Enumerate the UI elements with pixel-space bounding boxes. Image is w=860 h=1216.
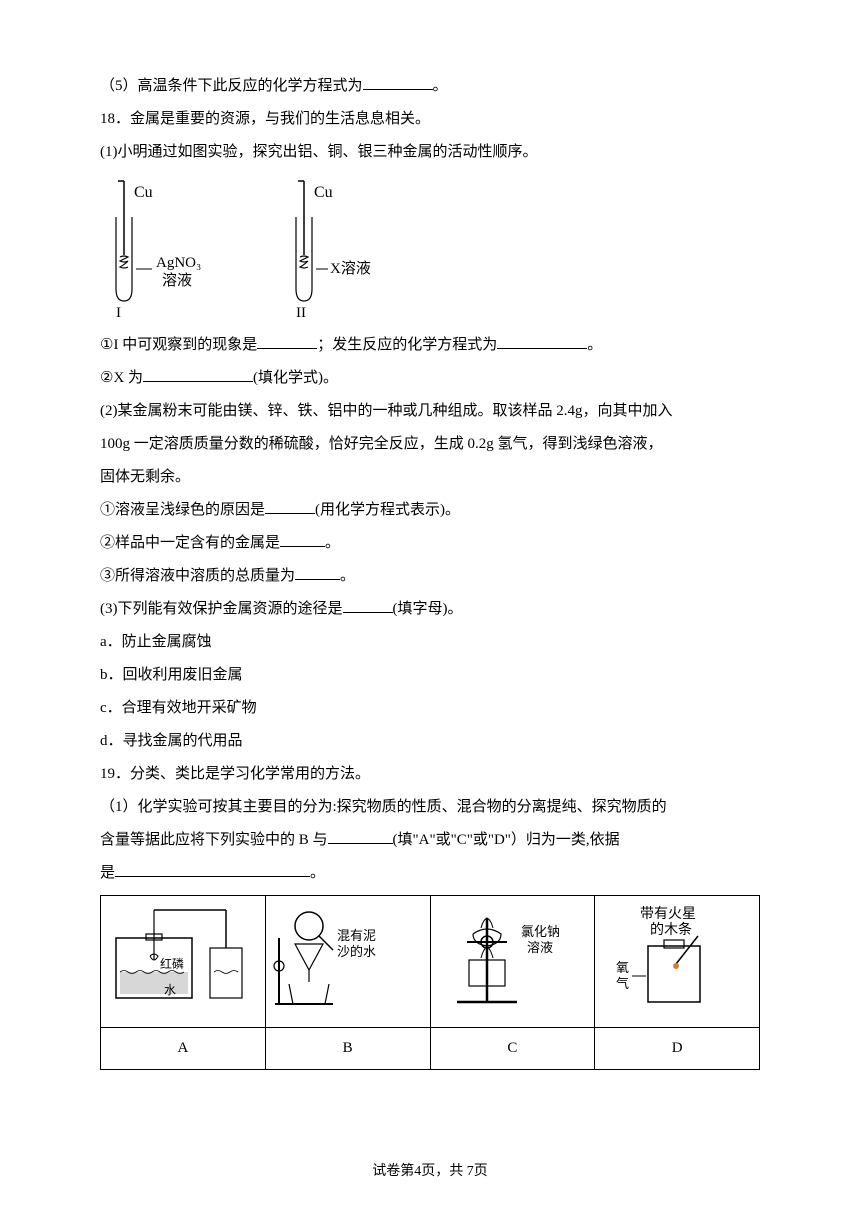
cu-label-2: Cu: [314, 184, 333, 201]
text: (用化学方程式表示)。: [315, 502, 460, 518]
q17-5: （5）高温条件下此反应的化学方程式为 。: [100, 70, 760, 103]
blank: [115, 876, 310, 877]
blank: [363, 89, 433, 90]
q18-2a: (2)某金属粉末可能由镁、锌、铁、铝中的一种或几种组成。取该样品 2.4g，向其…: [100, 395, 760, 428]
tube-diagram: Cu AgNO₃ 溶液 I Cu X溶液 II: [100, 179, 760, 319]
opt-c: c．合理有效地开采矿物: [100, 692, 760, 725]
text: 是: [100, 865, 115, 881]
text: (填字母)。: [393, 601, 463, 617]
label-a: A: [101, 1028, 266, 1070]
cell-a: 红磷 水: [101, 896, 266, 1028]
q18-2c: 固体无剩余。: [100, 461, 760, 494]
text: ②X 为: [100, 370, 143, 386]
blank: [265, 513, 315, 514]
q18-3: (3)下列能有效保护金属资源的途径是 (填字母)。: [100, 593, 760, 626]
agno3-l1: AgNO₃: [156, 255, 201, 271]
text: (3)下列能有效保护金属资源的途径是: [100, 601, 343, 617]
text: (填"A"或"C"或"D"）归为一类,依据: [393, 832, 620, 848]
cell-b: 混有泥 沙的水: [265, 896, 430, 1028]
page-footer: 试卷第4页，共 7页: [0, 1157, 860, 1188]
text: ③所得溶液中溶质的总质量为: [100, 568, 295, 584]
q18-intro: 18．金属是重要的资源，与我们的生活息息相关。: [100, 103, 760, 136]
blank: [343, 612, 393, 613]
text: ①I 中可观察到的现象是: [100, 337, 257, 353]
text: 。: [340, 568, 355, 584]
water-label: 水: [164, 983, 176, 997]
experiment-table: 红磷 水 混有泥 沙的水: [100, 895, 760, 1070]
text: 含量等据此应将下列实验中的 B 与: [100, 832, 328, 848]
blank: [280, 546, 325, 547]
tube-2: Cu X溶液 II: [280, 179, 400, 319]
o2-l1: 氧: [616, 960, 629, 975]
phos-label: 红磷: [160, 956, 184, 971]
blank: [295, 579, 340, 580]
spark-l2: 的木条: [650, 921, 692, 938]
blank: [497, 348, 587, 349]
label-c: C: [430, 1028, 595, 1070]
blank: [257, 348, 317, 349]
tube-1: Cu AgNO₃ 溶液 I: [100, 179, 220, 319]
roman-1: I: [116, 305, 121, 319]
q18-1-1: ①I 中可观察到的现象是 ；发生反应的化学方程式为 。: [100, 329, 760, 362]
q19-1b: 含量等据此应将下列实验中的 B 与 (填"A"或"C"或"D"）归为一类,依据: [100, 824, 760, 857]
q18-1-intro: (1)小明通过如图实验，探究出铝、铜、银三种金属的活动性顺序。: [100, 136, 760, 169]
opt-b: b．回收利用废旧金属: [100, 659, 760, 692]
roman-2: II: [296, 305, 306, 319]
text: （5）高温条件下此反应的化学方程式为: [100, 78, 363, 94]
text: 。: [325, 535, 340, 551]
opt-d: d．寻找金属的代用品: [100, 725, 760, 758]
agno3-l2: 溶液: [162, 272, 192, 289]
blank: [328, 843, 393, 844]
text: ；发生反应的化学方程式为: [317, 337, 497, 353]
nacl-l1: 氯化钠: [521, 924, 560, 939]
text: ①溶液呈浅绿色的原因是: [100, 502, 265, 518]
cu-label: Cu: [134, 184, 153, 201]
text: 。: [587, 337, 602, 353]
nacl-l2: 溶液: [527, 940, 553, 955]
text: 。: [310, 865, 325, 881]
x-sol: X溶液: [330, 260, 371, 277]
text: (填化学式)。: [253, 370, 338, 386]
q19-intro: 19．分类、类比是学习化学常用的方法。: [100, 758, 760, 791]
q18-2-1: ①溶液呈浅绿色的原因是 (用化学方程式表示)。: [100, 494, 760, 527]
label-b: B: [265, 1028, 430, 1070]
text: 。: [433, 78, 448, 94]
mud-l1: 混有泥: [337, 928, 376, 943]
opt-a: a．防止金属腐蚀: [100, 626, 760, 659]
o2-l2: 气: [616, 976, 629, 991]
q19-1a: （1）化学实验可按其主要目的分为:探究物质的性质、混合物的分离提纯、探究物质的: [100, 791, 760, 824]
cell-c: 氯化钠 溶液: [430, 896, 595, 1028]
q19-1c: 是。: [100, 857, 760, 890]
q18-2-3: ③所得溶液中溶质的总质量为 。: [100, 560, 760, 593]
mud-l2: 沙的水: [337, 944, 376, 959]
q18-2-2: ②样品中一定含有的金属是 。: [100, 527, 760, 560]
q18-1-2: ②X 为 (填化学式)。: [100, 362, 760, 395]
cell-d: 带有火星 的木条 氧 气: [595, 896, 760, 1028]
q18-2b: 100g 一定溶质质量分数的稀硫酸，恰好完全反应，生成 0.2g 氢气，得到浅绿…: [100, 428, 760, 461]
blank: [143, 381, 253, 382]
label-d: D: [595, 1028, 760, 1070]
spark-l1: 带有火星: [640, 906, 696, 922]
text: ②样品中一定含有的金属是: [100, 535, 280, 551]
